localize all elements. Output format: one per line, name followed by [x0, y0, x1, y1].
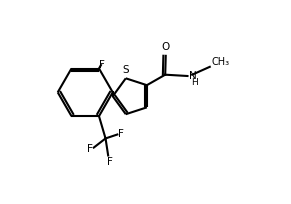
Text: F: F	[99, 59, 105, 69]
Text: F: F	[107, 156, 112, 166]
Text: O: O	[162, 42, 170, 52]
Text: F: F	[118, 129, 124, 139]
Text: H: H	[191, 78, 198, 87]
Text: S: S	[122, 64, 129, 74]
Text: F: F	[87, 143, 93, 153]
Text: CH₃: CH₃	[211, 56, 229, 66]
Text: N: N	[189, 71, 196, 81]
